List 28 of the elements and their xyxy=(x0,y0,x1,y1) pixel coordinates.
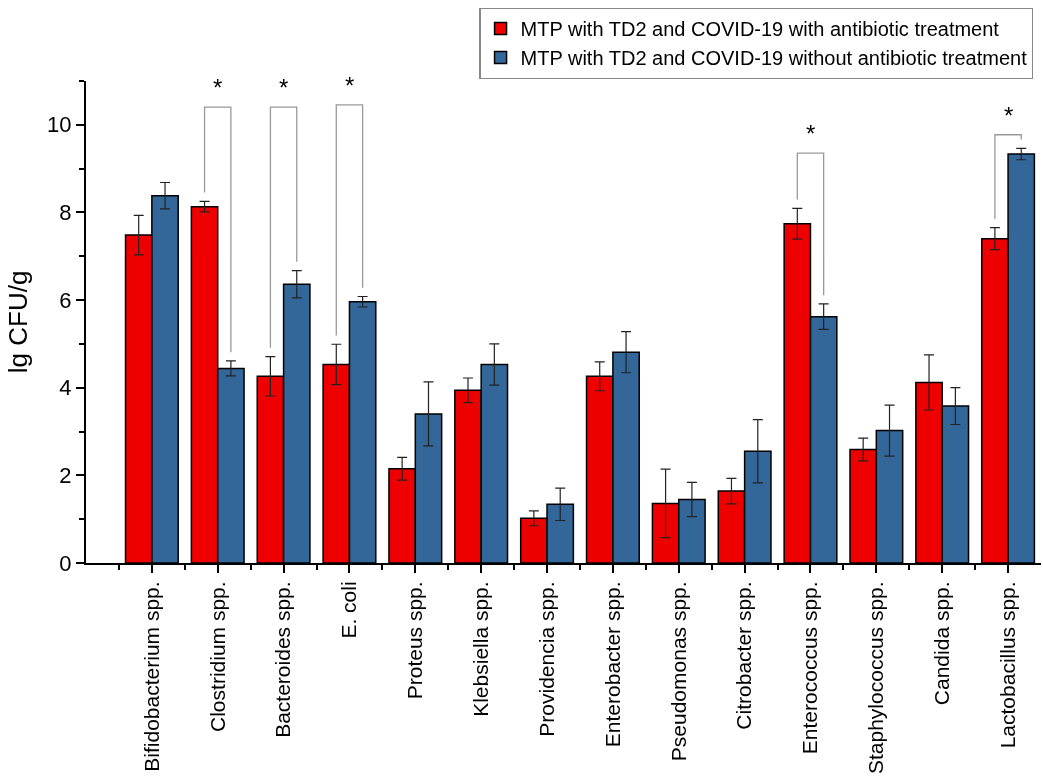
x-tick-label: Klebsiella spp. xyxy=(469,581,492,717)
x-tick-label: Proteus spp. xyxy=(403,581,427,700)
x-tick-label: Citrobacter spp. xyxy=(732,581,756,730)
annotation: * xyxy=(345,72,355,99)
y-tick-label: 10 xyxy=(47,112,72,138)
x-tick-label: Enterobacter spp. xyxy=(600,581,624,748)
y-tick-label: 0 xyxy=(59,550,72,576)
x-tick-label: Lactobacillus spp. xyxy=(995,581,1019,749)
annotation: * xyxy=(806,120,816,147)
annotation: * xyxy=(1004,102,1014,129)
x-tick-label: Enterococcus spp. xyxy=(798,581,822,755)
x-tick-label: Bifidobacterium spp. xyxy=(139,581,163,772)
x-tick-label: Pseudomonas spp. xyxy=(666,581,690,762)
legend-label: MTP with TD2 and COVID-19 without antibiotic treatment xyxy=(520,47,1028,70)
y-tick-label: 4 xyxy=(59,375,72,401)
legend-label: MTP with TD2 and COVID-19 with antibiotic treatment xyxy=(520,18,1000,41)
x-tick-label: Candida spp. xyxy=(930,581,954,706)
y-tick-label: 8 xyxy=(59,200,72,226)
x-tick-label: Staphylococcus spp. xyxy=(864,581,888,775)
x-tick-label: Bacteroides spp. xyxy=(271,581,295,738)
x-tick-label: Clostridium spp. xyxy=(205,581,229,732)
y-tick-label: 6 xyxy=(59,287,72,313)
annotation: * xyxy=(213,74,223,101)
annotation: * xyxy=(279,74,289,101)
x-tick-label: Providencia spp. xyxy=(534,581,558,737)
y-axis-title: lg CFU/g xyxy=(3,270,34,374)
x-tick-label: E. coli xyxy=(337,581,361,639)
y-tick-label: 2 xyxy=(59,463,72,489)
